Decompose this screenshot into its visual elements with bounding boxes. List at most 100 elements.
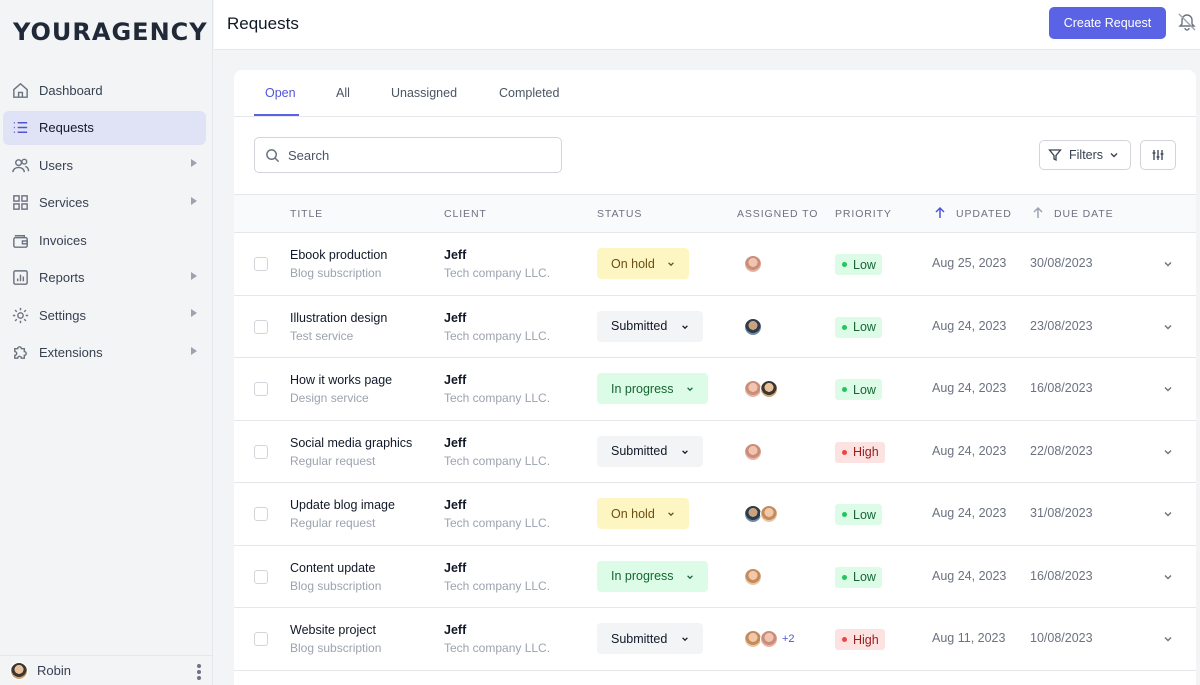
sort-up-arrow-icon[interactable] (933, 206, 947, 220)
table-row[interactable]: Update blog image Regular request Jeff T… (234, 483, 1196, 546)
client-name: Jeff (444, 560, 467, 575)
table-row[interactable]: Content update Blog subscription Jeff Te… (234, 546, 1196, 608)
priority-dot (842, 512, 847, 517)
client-name: Jeff (444, 435, 467, 450)
column-header-updated[interactable]: UPDATED (956, 208, 1012, 220)
column-settings-button[interactable] (1140, 140, 1176, 170)
assignees[interactable] (744, 567, 762, 586)
chevron-down-icon[interactable] (1163, 509, 1173, 519)
filter-icon (1048, 149, 1062, 162)
caret-right-icon (191, 309, 197, 317)
user-name: Robin (37, 663, 71, 678)
chevron-down-icon[interactable] (1163, 384, 1173, 394)
row-checkbox[interactable] (254, 444, 268, 459)
column-header-due-date[interactable]: DUE DATE (1054, 208, 1114, 220)
sidebar-item-invoices[interactable]: Invoices (3, 223, 206, 257)
sort-up-arrow-icon[interactable] (1031, 206, 1045, 220)
due-date: 22/08/2023 (1030, 443, 1093, 458)
status-label: Submitted (611, 631, 668, 646)
search-input[interactable] (288, 147, 548, 163)
chevron-down-icon[interactable] (1163, 572, 1173, 582)
assignees[interactable] (744, 317, 762, 336)
home-icon (10, 80, 30, 100)
client-name: Jeff (444, 498, 467, 512)
request-service: Design service (290, 391, 369, 405)
sidebar-item-services[interactable]: Services (3, 186, 206, 220)
sidebar-item-reports[interactable]: Reports (3, 261, 206, 295)
row-checkbox[interactable] (254, 507, 268, 521)
create-request-button[interactable]: Create Request (1049, 7, 1166, 39)
sidebar-nav: Dashboard Requests Users Services (0, 73, 213, 373)
requests-card: Open All Unassigned Completed Filters TI… (234, 70, 1196, 685)
table-row[interactable]: How it works page Design service Jeff Te… (234, 358, 1196, 421)
client-company: Tech company LLC. (444, 578, 551, 593)
sidebar-item-requests[interactable]: Requests (3, 110, 206, 145)
status-dropdown[interactable]: Submitted (597, 623, 703, 654)
sidebar-item-label: Reports (39, 270, 85, 285)
avatar (760, 380, 778, 398)
sidebar-item-settings[interactable]: Settings (3, 298, 206, 332)
row-checkbox[interactable] (254, 257, 268, 271)
column-header-client[interactable]: CLIENT (444, 208, 487, 220)
row-checkbox[interactable] (254, 632, 268, 646)
tab-completed[interactable]: Completed (499, 86, 560, 100)
request-service: Blog subscription (290, 266, 382, 280)
due-date: 23/08/2023 (1030, 318, 1093, 333)
column-header-status[interactable]: STATUS (597, 208, 643, 220)
chevron-down-icon (682, 637, 688, 642)
column-header-assigned[interactable]: ASSIGNED TO (737, 208, 819, 220)
tab-all[interactable]: All (336, 86, 350, 100)
row-checkbox[interactable] (254, 569, 268, 584)
caret-right-icon (191, 159, 197, 167)
column-header-priority[interactable]: PRIORITY (835, 208, 892, 220)
client-name: Jeff (444, 310, 467, 325)
chevron-down-icon (668, 262, 674, 267)
status-dropdown[interactable]: Submitted (597, 310, 703, 342)
sidebar-item-extensions[interactable]: Extensions (3, 336, 206, 370)
status-dropdown[interactable]: On hold (597, 248, 689, 279)
sidebar-item-users[interactable]: Users (3, 148, 206, 182)
row-checkbox[interactable] (254, 382, 268, 396)
assignees[interactable] (744, 255, 762, 273)
user-menu[interactable]: Robin (0, 655, 213, 685)
priority-badge: Low (835, 379, 882, 400)
column-header-title[interactable]: TITLE (290, 208, 324, 220)
table-row[interactable]: Illustration design Test service Jeff Te… (234, 296, 1196, 358)
table-row[interactable]: Social media graphics Regular request Je… (234, 421, 1196, 483)
assignees[interactable]: +2 (744, 630, 795, 648)
request-title: Website project (290, 623, 376, 637)
status-label: In progress (611, 381, 674, 396)
assignees[interactable] (744, 380, 778, 398)
sidebar-item-label: Services (39, 195, 89, 210)
row-checkbox[interactable] (254, 319, 268, 334)
status-dropdown[interactable]: On hold (597, 498, 689, 529)
table-row[interactable]: Ebook production Blog subscription Jeff … (234, 233, 1196, 296)
sidebar-item-dashboard[interactable]: Dashboard (3, 73, 206, 107)
tab-unassigned[interactable]: Unassigned (391, 86, 458, 100)
priority-dot (842, 262, 847, 267)
chevron-down-icon (682, 449, 688, 454)
sidebar-item-label: Dashboard (39, 82, 103, 98)
chevron-down-icon[interactable] (1163, 322, 1173, 332)
filters-label: Filters (1069, 148, 1104, 162)
chevron-down-icon[interactable] (1163, 259, 1173, 269)
table-header: TITLE CLIENT STATUS ASSIGNED TO PRIORITY… (234, 194, 1196, 233)
list-icon (10, 118, 30, 138)
priority-badge: Low (835, 254, 882, 275)
chevron-down-icon (682, 324, 688, 329)
status-dropdown[interactable]: In progress (597, 373, 708, 404)
filters-button[interactable]: Filters (1039, 140, 1131, 170)
sidebar: YOURAGENCY Dashboard Requests Users Ser (0, 0, 213, 685)
chevron-down-icon[interactable] (1163, 634, 1173, 644)
table-row[interactable]: Website project Blog subscription Jeff T… (234, 608, 1196, 671)
bell-icon[interactable] (1177, 12, 1197, 32)
tab-open[interactable]: Open (265, 86, 296, 100)
extra-assignees-count[interactable]: +2 (782, 633, 795, 645)
chevron-down-icon[interactable] (1163, 447, 1173, 457)
avatar (760, 630, 778, 648)
assignees[interactable] (744, 505, 778, 523)
status-dropdown[interactable]: In progress (597, 560, 708, 592)
assignees[interactable] (744, 442, 762, 461)
status-dropdown[interactable]: Submitted (597, 435, 703, 467)
kebab-menu-icon[interactable] (197, 664, 201, 680)
